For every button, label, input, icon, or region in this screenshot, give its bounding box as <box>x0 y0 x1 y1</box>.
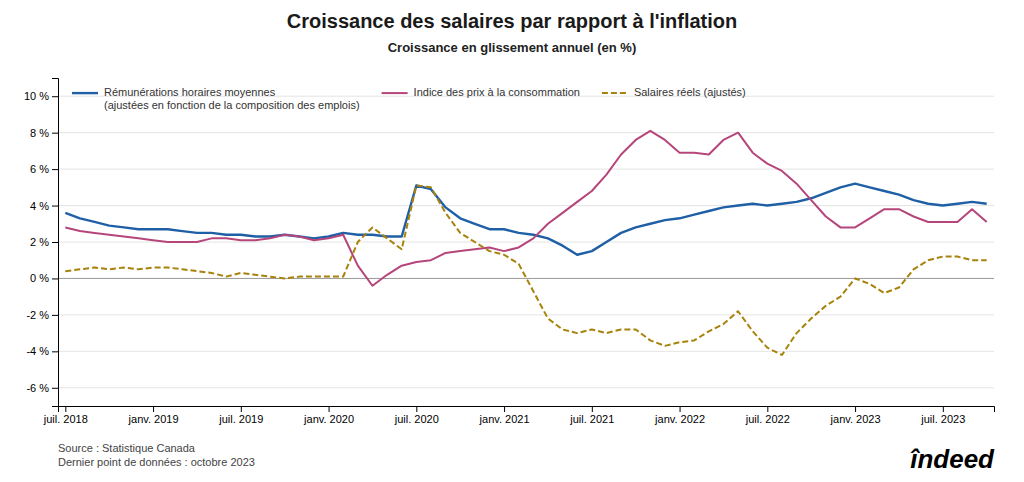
x-tick-mark <box>241 406 242 412</box>
y-tick: 0 % <box>30 272 58 284</box>
x-tick-label: janv. 2022 <box>654 413 705 425</box>
x-tick-label: janv. 2020 <box>303 413 354 425</box>
grid-line <box>58 132 994 133</box>
y-tick-mark <box>52 315 58 316</box>
legend-label: Indice des prix à la consommation <box>414 86 580 98</box>
y-tick: 2 % <box>30 236 58 248</box>
legend-swatch <box>602 92 628 94</box>
x-tick-mark <box>680 406 681 412</box>
x-tick-mark <box>416 406 417 412</box>
chart: Croissance des salaires par rapport à l'… <box>0 0 1024 482</box>
y-tick-label: 10 % <box>24 90 49 102</box>
x-tick: juil. 2018 <box>43 406 88 425</box>
title: Croissance des salaires par rapport à l'… <box>287 10 737 32</box>
x-tick-mark <box>767 406 768 412</box>
y-tick-label: -2 % <box>26 309 49 321</box>
x-tick: janv. 2022 <box>654 406 705 425</box>
x-tick-label: juil. 2018 <box>43 413 88 425</box>
x-tick-label: janv. 2021 <box>479 413 530 425</box>
y-tick: 10 % <box>24 90 58 102</box>
x-tick-mark <box>65 406 66 412</box>
y-tick-label: 6 % <box>30 163 49 175</box>
y-tick-mark <box>52 278 58 279</box>
y-tick: 8 % <box>30 127 58 139</box>
y-tick: -4 % <box>26 345 58 357</box>
logo: îndeed <box>910 444 995 474</box>
source-note: Source : Statistique CanadaDernier point… <box>58 442 255 468</box>
y-tick: 6 % <box>30 163 58 175</box>
x-tick-label: juil. 2020 <box>394 413 439 425</box>
x-tick-mark <box>943 406 944 412</box>
series-line <box>65 131 986 286</box>
x-tick-mark <box>329 406 330 412</box>
x-tick-mark <box>592 406 593 412</box>
subtitle: Croissance en glissement annuel (en %) <box>388 40 637 55</box>
x-tick: juil. 2022 <box>745 406 790 425</box>
legend-swatch <box>382 92 408 94</box>
grid-line <box>58 314 994 315</box>
grid-line <box>58 278 994 279</box>
x-tick: janv. 2021 <box>479 406 530 425</box>
x-tick-label: janv. 2019 <box>128 413 179 425</box>
x-tick-label: juil. 2022 <box>745 413 790 425</box>
legend-item: Indice des prix à la consommation <box>382 86 580 98</box>
y-tick-mark <box>52 242 58 243</box>
series-line <box>65 184 986 255</box>
y-tick-label: 0 % <box>30 272 49 284</box>
x-tick: juil. 2021 <box>569 406 614 425</box>
x-tick-mark <box>855 406 856 412</box>
grid-line <box>58 351 994 352</box>
x-tick: janv. 2020 <box>303 406 354 425</box>
legend-label: Salaires réels (ajustés) <box>634 86 746 98</box>
y-tick-mark <box>52 206 58 207</box>
legend-label: Rémunérations horaires moyennes(ajustées… <box>104 86 360 111</box>
x-axis-line <box>59 407 995 413</box>
y-tick: 4 % <box>30 200 58 212</box>
y-tick-mark <box>52 96 58 97</box>
y-tick-label: -6 % <box>26 382 49 394</box>
grid-line <box>58 169 994 170</box>
y-tick-label: -4 % <box>26 345 49 357</box>
y-axis-line <box>52 79 59 407</box>
y-tick-label: 4 % <box>30 200 49 212</box>
x-tick: janv. 2019 <box>128 406 179 425</box>
y-tick-mark <box>52 351 58 352</box>
y-axis: -6 % -4 % -2 % 0 % 2 % 4 % 6 % 8 % 10 % <box>24 79 59 407</box>
x-tick-mark <box>153 406 154 412</box>
y-tick-label: 2 % <box>30 236 49 248</box>
x-tick: janv. 2023 <box>830 406 881 425</box>
legend: Rémunérations horaires moyennes(ajustées… <box>72 86 746 111</box>
y-tick-mark <box>52 133 58 134</box>
y-tick: -6 % <box>26 382 58 394</box>
x-tick-label: juil. 2023 <box>920 413 965 425</box>
y-tick: -2 % <box>26 309 58 321</box>
x-tick-mark <box>504 406 505 412</box>
legend-item: Rémunérations horaires moyennes(ajustées… <box>72 86 360 111</box>
x-tick: juil. 2020 <box>394 406 439 425</box>
grid <box>58 96 994 388</box>
x-tick-label: juil. 2019 <box>218 413 263 425</box>
y-tick-mark <box>52 388 58 389</box>
x-tick-label: juil. 2021 <box>569 413 614 425</box>
series-line <box>65 186 986 355</box>
x-tick-label: janv. 2023 <box>830 413 881 425</box>
grid-line <box>58 387 994 388</box>
legend-swatch <box>72 92 98 94</box>
y-tick-mark <box>52 169 58 170</box>
grid-line <box>58 205 994 206</box>
x-axis: juil. 2018 janv. 2019 juil. 2019 janv. 2020… <box>43 406 995 425</box>
x-tick: juil. 2023 <box>920 406 965 425</box>
y-tick-label: 8 % <box>30 127 49 139</box>
x-tick: juil. 2019 <box>218 406 263 425</box>
legend-item: Salaires réels (ajustés) <box>602 86 746 98</box>
plot-area <box>65 131 986 355</box>
